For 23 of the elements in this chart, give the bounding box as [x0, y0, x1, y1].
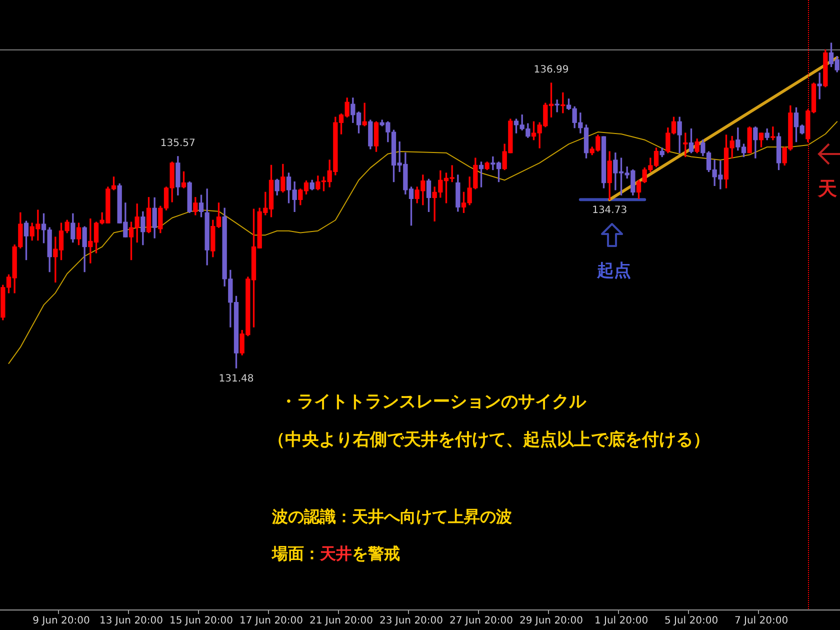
x-tick-label: 27 Jun 20:00 [449, 616, 514, 627]
text: 天井 [320, 544, 352, 565]
annotation: 136.99 [534, 64, 569, 76]
text: 場面： [272, 544, 320, 565]
text: ・ライトトランスレーションのサイクル [280, 391, 586, 413]
annotation: 天 [818, 177, 837, 202]
x-tick-label: 21 Jun 20:00 [309, 616, 374, 627]
x-tick-label: 7 Jul 20:00 [734, 616, 788, 627]
annotation: 134.73 [592, 205, 628, 216]
x-tick-label: 1 Jul 20:00 [594, 616, 648, 627]
x-tick-label: 29 Jun 20:00 [519, 616, 584, 627]
x-tick-label: 15 Jun 20:00 [169, 616, 234, 627]
text: を警戒 [352, 544, 400, 565]
text: （中央より右側で天井を付けて、起点以上で底を付ける） [268, 429, 710, 451]
x-tick-label: 13 Jun 20:00 [99, 616, 164, 627]
annotation: 135.57 [160, 138, 196, 150]
annotation: 131.48 [218, 374, 254, 385]
x-tick-label: 9 Jun 20:00 [32, 616, 90, 627]
x-tick-label: 5 Jul 20:00 [664, 616, 718, 627]
x-tick-label: 17 Jun 20:00 [239, 616, 304, 627]
annotation: 起点 [597, 260, 631, 282]
text: 波の認識：天井へ向けて上昇の波 [272, 507, 512, 528]
x-tick-label: 23 Jun 20:00 [379, 616, 444, 627]
